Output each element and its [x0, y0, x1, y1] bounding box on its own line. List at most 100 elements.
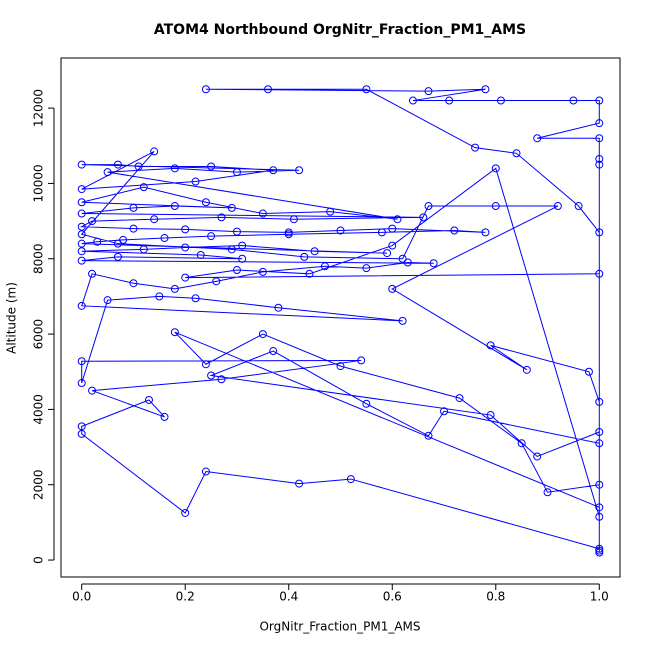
- data-point: [113, 160, 122, 169]
- data-point: [160, 412, 169, 421]
- data-point: [77, 209, 86, 218]
- data-point: [595, 160, 604, 169]
- data-point: [300, 252, 309, 261]
- data-point: [155, 292, 164, 301]
- data-point: [232, 266, 241, 275]
- data-point: [201, 467, 210, 476]
- data-point: [217, 375, 226, 384]
- data-point: [77, 160, 86, 169]
- data-point: [77, 198, 86, 207]
- data-point: [77, 429, 86, 438]
- data-point: [403, 258, 412, 267]
- data-point: [362, 85, 371, 94]
- data-point: [191, 177, 200, 186]
- x-axis-label: OrgNitr_Fraction_PM1_AMS: [259, 620, 420, 634]
- data-point: [150, 147, 159, 156]
- data-point: [388, 284, 397, 293]
- x-tick-label: 0.6: [383, 590, 402, 604]
- x-tick-label: 0.8: [486, 590, 505, 604]
- data-point: [258, 330, 267, 339]
- data-point: [170, 164, 179, 173]
- data-point: [77, 379, 86, 388]
- data-point: [569, 96, 578, 105]
- data-point: [77, 422, 86, 431]
- data-point: [77, 357, 86, 366]
- data-point: [295, 479, 304, 488]
- data-point: [310, 247, 319, 256]
- data-point: [388, 241, 397, 250]
- data-point: [232, 227, 241, 236]
- chart-title: ATOM4 Northbound OrgNitr_Fraction_PM1_AM…: [154, 22, 526, 38]
- data-point: [595, 134, 604, 143]
- data-point: [103, 296, 112, 305]
- data-point: [113, 239, 122, 248]
- data-point: [88, 386, 97, 395]
- data-point: [144, 395, 153, 404]
- data-point: [440, 407, 449, 416]
- data-point: [93, 237, 102, 246]
- data-point: [450, 226, 459, 235]
- data-point: [424, 87, 433, 96]
- data-point: [424, 202, 433, 211]
- data-point: [201, 85, 210, 94]
- data-point: [77, 239, 86, 248]
- data-point: [408, 96, 417, 105]
- x-tick-label: 0.4: [279, 590, 298, 604]
- x-tick-label: 0.0: [72, 590, 91, 604]
- data-point: [134, 162, 143, 171]
- data-point: [393, 215, 402, 224]
- data-point: [595, 228, 604, 237]
- y-tick-label: 10000: [32, 164, 46, 202]
- y-tick-label: 0: [32, 556, 46, 564]
- data-point: [77, 256, 86, 265]
- data-point: [445, 96, 454, 105]
- data-point: [357, 356, 366, 365]
- data-point: [574, 202, 583, 211]
- data-point: [258, 209, 267, 218]
- data-point: [346, 475, 355, 484]
- data-point: [512, 149, 521, 158]
- data-point: [181, 243, 190, 252]
- data-point: [207, 232, 216, 241]
- data-point: [196, 250, 205, 259]
- y-tick-label: 6000: [32, 319, 46, 350]
- data-point: [295, 166, 304, 175]
- data-point: [481, 85, 490, 94]
- data-point: [88, 217, 97, 226]
- x-tick-label: 1.0: [590, 590, 609, 604]
- data-point: [227, 203, 236, 212]
- data-point: [77, 222, 86, 231]
- data-point: [238, 241, 247, 250]
- data-point: [129, 224, 138, 233]
- x-tick-label: 0.2: [176, 590, 195, 604]
- data-point: [160, 234, 169, 243]
- data-point: [217, 213, 226, 222]
- data-point: [113, 252, 122, 261]
- data-point: [129, 279, 138, 288]
- data-point: [595, 512, 604, 521]
- data-point: [77, 247, 86, 256]
- data-point: [595, 503, 604, 512]
- data-point: [595, 96, 604, 105]
- data-point: [129, 203, 138, 212]
- data-point: [336, 362, 345, 371]
- data-point: [533, 134, 542, 143]
- data-point: [388, 224, 397, 233]
- data-point: [491, 202, 500, 211]
- data-point: [595, 427, 604, 436]
- data-point: [595, 546, 604, 555]
- data-point: [362, 264, 371, 273]
- data-point: [201, 198, 210, 207]
- data-point: [326, 207, 335, 216]
- data-point: [336, 226, 345, 235]
- data-point: [238, 254, 247, 263]
- data-point: [481, 228, 490, 237]
- data-point: [289, 215, 298, 224]
- y-tick-label: 2000: [32, 469, 46, 500]
- data-point: [517, 439, 526, 448]
- data-point: [88, 269, 97, 278]
- data-point: [595, 439, 604, 448]
- data-point: [269, 166, 278, 175]
- data-point: [258, 267, 267, 276]
